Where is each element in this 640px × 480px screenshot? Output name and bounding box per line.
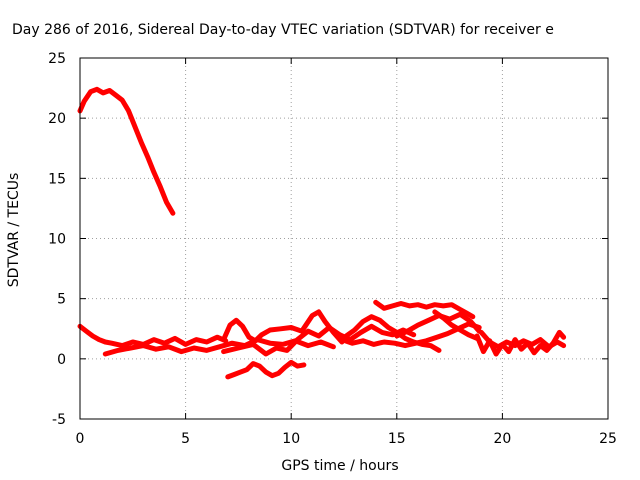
series-layer [77,86,567,380]
series-arc-4 [221,309,345,345]
y-tick-label: 25 [48,51,66,67]
series-arc-11 [432,309,480,341]
x-tick-label: 20 [493,431,511,447]
x-tick-label: 15 [388,431,406,447]
chart-title: Day 286 of 2016, Sidereal Day-to-day VTE… [12,22,554,38]
series-arc-2 [77,323,229,349]
x-tick-label: 10 [282,431,300,447]
y-tick-label: 0 [57,352,66,368]
series-arc-5 [225,359,307,380]
y-tick-label: 10 [48,232,66,248]
tick-marks [79,57,609,420]
grid [80,58,608,419]
y-tick-labels: -5 0 5 10 15 20 25 [48,51,66,428]
series-arc-8 [343,314,442,353]
y-tick-label: 5 [57,292,66,308]
x-axis-label: GPS time / hours [281,458,398,474]
y-tick-label: 20 [48,111,66,127]
series-arc-6 [221,323,417,357]
series-arc-9 [373,299,476,320]
y-tick-label: 15 [48,171,66,187]
x-tick-label: 0 [76,431,85,447]
series-arc-13 [478,329,567,350]
y-axis-label: SDTVAR / TECUs [6,173,22,288]
y-tick-label: -5 [52,412,66,428]
x-tick-labels: 0 5 10 15 20 25 [76,431,617,447]
x-tick-label: 25 [599,431,617,447]
series-arc-1 [77,86,176,216]
x-tick-label: 5 [181,431,190,447]
